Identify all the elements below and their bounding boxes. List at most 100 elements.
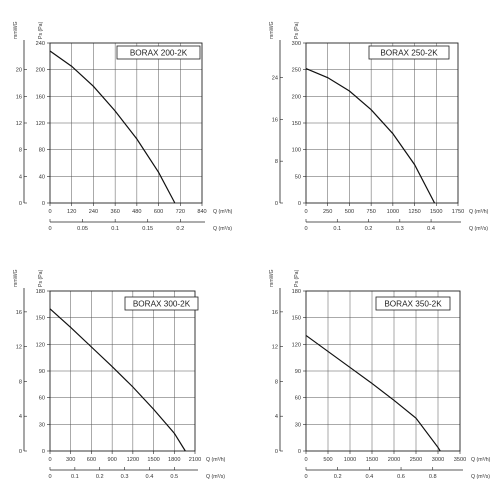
x-tick-label: 2000 [388, 457, 400, 463]
m3s-tick-label: 0.2 [96, 474, 104, 480]
x-tick-label: 840 [197, 209, 206, 215]
m3s-tick-label: 0.1 [71, 474, 79, 480]
x-tick-label: 720 [176, 209, 185, 215]
m3s-tick-label: 0.6 [397, 474, 405, 480]
m3s-axis-title: Q (m³/s) [213, 226, 232, 232]
m3s-tick-label: 0.1 [111, 226, 119, 232]
x-tick-label: 300 [66, 457, 75, 463]
fan-curve-line [49, 308, 186, 452]
model-label-box [375, 296, 451, 311]
x-tick-label: 1000 [344, 457, 356, 463]
y-tick-label: 0 [42, 201, 45, 207]
y-tick-label: 80 [39, 148, 45, 154]
x-tick-label: 1500 [366, 457, 378, 463]
fan-curve-line [305, 68, 436, 204]
x-tick-label: 1800 [168, 457, 180, 463]
mmwg-tick-label: 24 [272, 76, 278, 82]
mmwg-tick-label: 0 [19, 201, 22, 207]
mmwg-tick-label: 0 [19, 449, 22, 455]
y-tick-label: 150 [292, 121, 301, 127]
mmwg-axis-title: mmWG [13, 21, 19, 39]
mmwg-tick-label: 20 [16, 68, 22, 74]
m3s-axis-title: Q (m³/s) [469, 226, 488, 232]
chart-panel-borax-350-2k: 0 30 60 90 120 150 180 0 4 8 12 16 mmWG Ps (Pa) 0 500 10… [269, 269, 491, 480]
y-tick-label: 200 [36, 68, 45, 74]
x-tick-label: 500 [345, 209, 354, 215]
y-tick-label: 250 [292, 68, 301, 74]
m3s-tick-label: 0.3 [121, 474, 129, 480]
x-tick-label: 1750 [452, 209, 464, 215]
y-tick-label: 180 [36, 289, 45, 295]
m3s-tick-label: 0.2 [365, 226, 373, 232]
x-tick-label: 1250 [408, 209, 420, 215]
pa-axis-title: Ps (Pa) [38, 269, 44, 287]
x-tick-label: 360 [110, 209, 119, 215]
model-label: BORAX 300-2K [133, 300, 191, 309]
m3s-tick-label: 0.4 [427, 226, 435, 232]
m3s-tick-label: 0 [48, 474, 51, 480]
y-tick-label: 0 [42, 449, 45, 455]
x-tick-label: 750 [366, 209, 375, 215]
mmwg-axis-title: mmWG [269, 269, 275, 287]
model-label: BORAX 350-2K [384, 300, 442, 309]
m3s-tick-label: 0.4 [365, 474, 373, 480]
y-tick-label: 60 [295, 396, 301, 402]
y-tick-label: 90 [39, 369, 45, 375]
model-label-box [124, 296, 199, 311]
m3s-tick-label: 0.3 [396, 226, 404, 232]
mmwg-tick-label: 4 [19, 174, 22, 180]
model-label: BORAX 200-2K [130, 49, 188, 58]
m3s-tick-label: 0.1 [333, 226, 341, 232]
x-tick-label: 240 [89, 209, 98, 215]
pa-axis-title: Ps (Pa) [294, 269, 300, 287]
x-tick-label: 2100 [189, 457, 201, 463]
x-tick-label: 500 [323, 457, 332, 463]
y-tick-label: 240 [36, 41, 45, 47]
y-tick-label: 30 [39, 422, 45, 428]
x-tick-label: 3000 [432, 457, 444, 463]
mmwg-tick-label: 8 [275, 379, 278, 385]
x-axis-title: Q (m³/h) [206, 457, 226, 463]
fan-curve-line [49, 50, 176, 204]
x-tick-label: 1000 [387, 209, 399, 215]
y-tick-label: 30 [295, 422, 301, 428]
y-tick-label: 100 [292, 148, 301, 154]
x-tick-label: 3500 [454, 457, 466, 463]
m3s-tick-label: 0 [304, 474, 307, 480]
y-tick-label: 180 [292, 289, 301, 295]
chart-panel-borax-250-2k: 0 50 100 150 200 250 300 0 8 16 24 mmWG Ps (Pa) 0 250 5… [269, 21, 489, 232]
fan-curve-line [305, 334, 441, 452]
m3s-tick-label: 0.05 [77, 226, 88, 232]
model-label-box [368, 45, 450, 60]
mmwg-axis-title: mmWG [13, 269, 19, 287]
y-tick-label: 300 [292, 41, 301, 47]
m3s-axis-title: Q (m³/s) [471, 474, 490, 480]
m3s-tick-label: 0.5 [170, 474, 178, 480]
m3s-tick-label: 0.2 [334, 474, 342, 480]
mmwg-tick-label: 16 [272, 117, 278, 123]
m3s-tick-label: 0 [48, 226, 51, 232]
x-tick-label: 480 [132, 209, 141, 215]
mmwg-tick-label: 8 [275, 159, 278, 165]
x-tick-label: 2500 [410, 457, 422, 463]
y-tick-label: 60 [39, 396, 45, 402]
y-tick-label: 160 [36, 94, 45, 100]
chart-panel-borax-200-2k: 0 40 80 120 160 200 240 0 4 8 12 16 20 mmWG Ps (Pa) 0 12… [13, 21, 233, 232]
model-label-box [116, 45, 201, 60]
x-tick-label: 0 [48, 209, 51, 215]
y-tick-label: 40 [39, 174, 45, 180]
mmwg-tick-label: 16 [272, 310, 278, 316]
x-tick-label: 600 [87, 457, 96, 463]
mmwg-axis-title: mmWG [269, 21, 275, 39]
x-tick-label: 1500 [147, 457, 159, 463]
y-tick-label: 90 [295, 369, 301, 375]
y-tick-label: 120 [36, 121, 45, 127]
x-tick-label: 0 [304, 209, 307, 215]
x-tick-label: 0 [304, 457, 307, 463]
m3s-axis-title: Q (m³/s) [206, 474, 225, 480]
mmwg-tick-label: 0 [275, 449, 278, 455]
x-tick-label: 1500 [430, 209, 442, 215]
y-tick-label: 200 [292, 94, 301, 100]
m3s-tick-label: 0 [304, 226, 307, 232]
